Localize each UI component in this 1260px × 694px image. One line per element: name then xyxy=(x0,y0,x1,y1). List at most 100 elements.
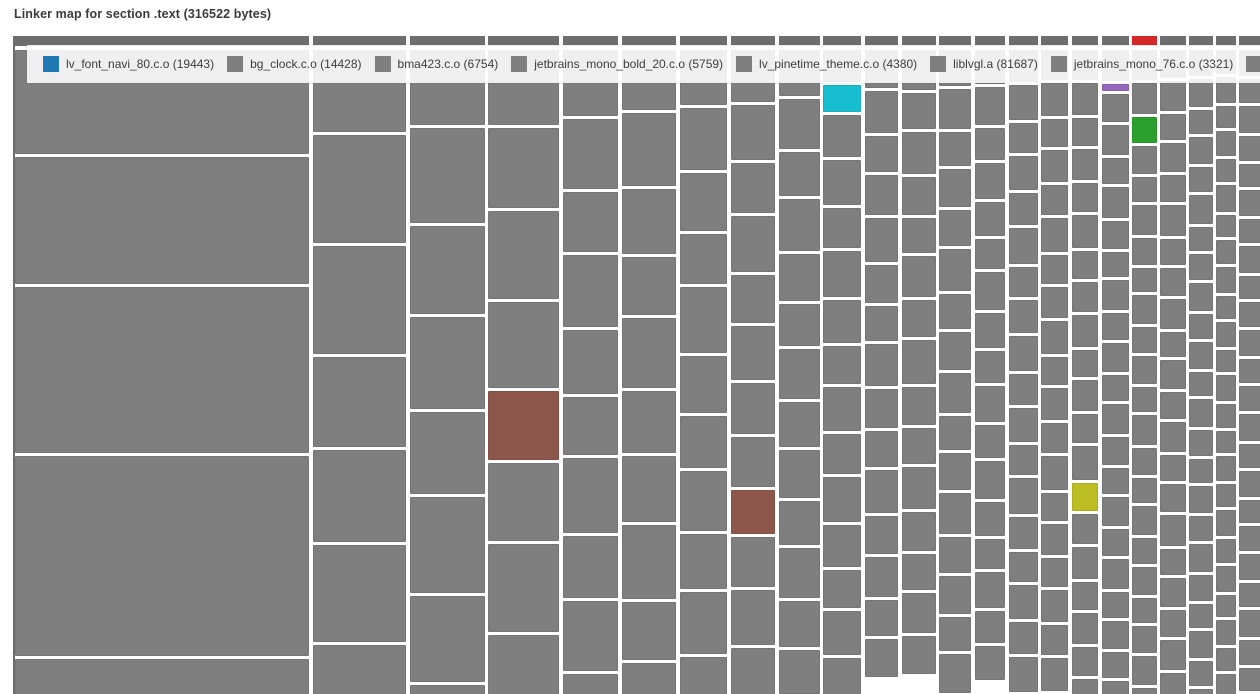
treemap-tile[interactable] xyxy=(15,659,309,694)
treemap-tile[interactable] xyxy=(1009,478,1038,514)
treemap-tile[interactable] xyxy=(939,537,971,573)
treemap-tile[interactable] xyxy=(902,93,936,129)
treemap-tile[interactable] xyxy=(1102,375,1129,401)
treemap-tile[interactable] xyxy=(1102,559,1129,589)
treemap-tile[interactable] xyxy=(865,344,898,386)
treemap-tile[interactable] xyxy=(410,596,485,682)
treemap-tile[interactable] xyxy=(1189,604,1213,628)
treemap-tile[interactable] xyxy=(1216,404,1236,428)
treemap-tile[interactable] xyxy=(1102,621,1129,649)
treemap-tile[interactable] xyxy=(1239,106,1260,133)
treemap-tile[interactable] xyxy=(1216,595,1236,617)
treemap-tile[interactable] xyxy=(1189,661,1213,686)
treemap-tile[interactable] xyxy=(1216,185,1236,212)
treemap-tile[interactable] xyxy=(1102,158,1129,184)
treemap-tile[interactable] xyxy=(779,402,820,447)
treemap-tile[interactable] xyxy=(680,657,727,694)
treemap-tile[interactable] xyxy=(1160,578,1186,607)
treemap-tile[interactable] xyxy=(731,163,775,213)
treemap-tile[interactable] xyxy=(1216,620,1236,645)
treemap-tile[interactable] xyxy=(939,169,971,207)
treemap-tile[interactable] xyxy=(823,387,861,431)
treemap-tile[interactable] xyxy=(410,226,485,314)
treemap-tile[interactable] xyxy=(939,89,971,129)
treemap-tile[interactable] xyxy=(1160,332,1186,357)
treemap-tile[interactable] xyxy=(975,646,1005,680)
treemap-tile[interactable] xyxy=(1189,167,1213,192)
treemap-tile[interactable] xyxy=(1160,268,1186,296)
treemap-tile[interactable] xyxy=(1009,517,1038,549)
treemap-tile[interactable] xyxy=(1102,497,1129,526)
treemap-tile[interactable] xyxy=(865,175,898,215)
treemap-tile[interactable] xyxy=(622,113,676,186)
treemap-tile[interactable] xyxy=(1216,240,1236,264)
treemap-tile[interactable] xyxy=(313,450,406,542)
treemap-tile[interactable] xyxy=(1102,94,1129,122)
treemap-tile[interactable] xyxy=(1189,254,1213,280)
treemap-tile[interactable] xyxy=(488,128,559,208)
treemap-tile[interactable] xyxy=(1189,544,1213,572)
treemap-tile[interactable] xyxy=(865,431,898,467)
treemap-tile[interactable] xyxy=(902,387,936,425)
treemap-tile[interactable] xyxy=(823,477,861,522)
treemap-tile[interactable] xyxy=(313,357,406,447)
treemap-tile[interactable] xyxy=(1132,415,1157,445)
treemap-tile[interactable] xyxy=(1102,437,1129,465)
treemap-tile[interactable] xyxy=(823,115,861,157)
treemap-tile[interactable] xyxy=(1102,221,1129,249)
treemap-tile[interactable] xyxy=(865,639,898,677)
treemap-tile-highlighted[interactable] xyxy=(731,490,775,534)
treemap-tile[interactable] xyxy=(823,346,861,384)
treemap-tile[interactable] xyxy=(1216,267,1236,293)
treemap-tile[interactable] xyxy=(1041,590,1068,622)
treemap-tile[interactable] xyxy=(865,91,898,133)
treemap-tile[interactable] xyxy=(1132,506,1157,535)
treemap-tile[interactable] xyxy=(488,463,559,541)
treemap-tile[interactable] xyxy=(1132,626,1157,653)
treemap-tile[interactable] xyxy=(1009,585,1038,619)
treemap-tile[interactable] xyxy=(975,87,1005,125)
treemap-tile[interactable] xyxy=(1239,276,1260,299)
treemap-tile[interactable] xyxy=(1239,583,1260,607)
treemap-tile[interactable] xyxy=(1239,246,1260,273)
treemap-tile[interactable] xyxy=(1216,484,1236,507)
treemap-tile[interactable] xyxy=(731,437,775,487)
treemap-tile[interactable] xyxy=(865,600,898,636)
treemap-tile[interactable] xyxy=(622,525,676,599)
treemap-tile[interactable] xyxy=(1239,444,1260,468)
treemap-tile[interactable] xyxy=(15,456,309,656)
treemap-tile[interactable] xyxy=(563,601,618,671)
treemap-tile[interactable] xyxy=(939,249,971,291)
treemap-tile[interactable] xyxy=(1102,343,1129,372)
treemap-tile[interactable] xyxy=(1239,414,1260,441)
treemap-tile[interactable] xyxy=(1009,156,1038,190)
treemap-tile[interactable] xyxy=(1041,558,1068,587)
treemap-tile[interactable] xyxy=(1102,652,1129,678)
treemap-tile[interactable] xyxy=(1132,205,1157,235)
treemap-tile[interactable] xyxy=(1041,388,1068,420)
treemap-tile[interactable] xyxy=(939,654,971,693)
treemap-tile[interactable] xyxy=(823,434,861,474)
treemap-tile[interactable] xyxy=(1102,313,1129,340)
treemap-tile[interactable] xyxy=(1189,516,1213,541)
treemap-tile[interactable] xyxy=(1072,414,1098,443)
treemap-tile[interactable] xyxy=(1041,255,1068,284)
treemap-tile-highlighted[interactable] xyxy=(1072,483,1098,511)
treemap-tile[interactable] xyxy=(313,246,406,354)
treemap-tile[interactable] xyxy=(1160,422,1186,452)
treemap-tile[interactable] xyxy=(1072,380,1098,411)
treemap-tile[interactable] xyxy=(1072,183,1098,212)
treemap-tile[interactable] xyxy=(1041,83,1068,116)
treemap-tile[interactable] xyxy=(975,128,1005,160)
treemap-tile[interactable] xyxy=(939,493,971,534)
treemap-tile[interactable] xyxy=(902,256,936,297)
treemap-tile[interactable] xyxy=(15,157,309,284)
treemap-tile[interactable] xyxy=(779,548,820,598)
treemap-tile[interactable] xyxy=(1009,193,1038,225)
treemap-tile[interactable] xyxy=(975,572,1005,608)
treemap-tile[interactable] xyxy=(1009,336,1038,371)
treemap-tile[interactable] xyxy=(1189,631,1213,658)
treemap-tile[interactable] xyxy=(865,136,898,172)
treemap-tile[interactable] xyxy=(1009,552,1038,582)
treemap-tile[interactable] xyxy=(488,544,559,632)
